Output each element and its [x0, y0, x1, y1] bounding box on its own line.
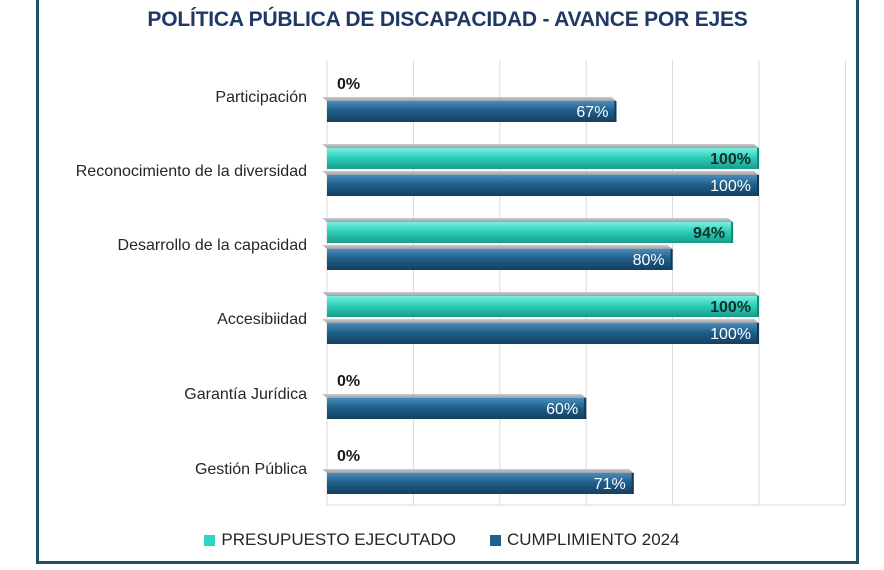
bar-cumplimiento — [322, 171, 759, 196]
legend-item-cumplimiento: CUMPLIMIENTO 2024 — [490, 530, 680, 550]
value-label-cumplimiento: 60% — [546, 401, 578, 418]
bar-presupuesto — [322, 292, 759, 317]
legend-swatch-presupuesto — [204, 534, 216, 546]
category-label: Accesibiidad — [217, 311, 307, 328]
value-label-presupuesto: 0% — [337, 76, 360, 93]
value-label-cumplimiento: 67% — [576, 104, 608, 121]
bar-cumplimiento — [322, 469, 634, 494]
category-label: Gestión Pública — [195, 461, 307, 478]
category-label: Garantía Jurídica — [184, 386, 307, 403]
value-label-presupuesto: 100% — [710, 299, 751, 316]
bar-cumplimiento — [322, 319, 759, 344]
bar-cumplimiento — [322, 394, 587, 419]
legend-label-cumplimiento: CUMPLIMIENTO 2024 — [507, 530, 680, 549]
value-label-presupuesto: 0% — [337, 373, 360, 390]
value-label-cumplimiento: 100% — [710, 326, 751, 343]
chart-title: POLÍTICA PÚBLICA DE DISCAPACIDAD - AVANC… — [147, 8, 748, 31]
legend: PRESUPUESTO EJECUTADO CUMPLIMIENTO 2024 — [0, 530, 884, 550]
value-label-cumplimiento: 100% — [710, 178, 751, 195]
bar-presupuesto — [322, 144, 759, 169]
legend-label-presupuesto: PRESUPUESTO EJECUTADO — [221, 530, 456, 549]
legend-item-presupuesto: PRESUPUESTO EJECUTADO — [204, 530, 456, 550]
value-label-cumplimiento: 71% — [594, 476, 626, 493]
category-label: Reconocimiento de la diversidad — [76, 163, 307, 180]
category-label: Desarrollo de la capacidad — [118, 237, 307, 254]
legend-swatch-cumplimiento — [490, 534, 501, 546]
bar-presupuesto — [322, 218, 734, 243]
value-label-presupuesto: 0% — [337, 448, 360, 465]
category-label: Participación — [215, 89, 307, 106]
value-label-cumplimiento: 80% — [633, 252, 665, 269]
value-label-presupuesto: 100% — [710, 151, 751, 168]
bar-cumplimiento — [322, 97, 617, 122]
bar-cumplimiento — [322, 245, 673, 270]
value-label-presupuesto: 94% — [693, 225, 725, 242]
